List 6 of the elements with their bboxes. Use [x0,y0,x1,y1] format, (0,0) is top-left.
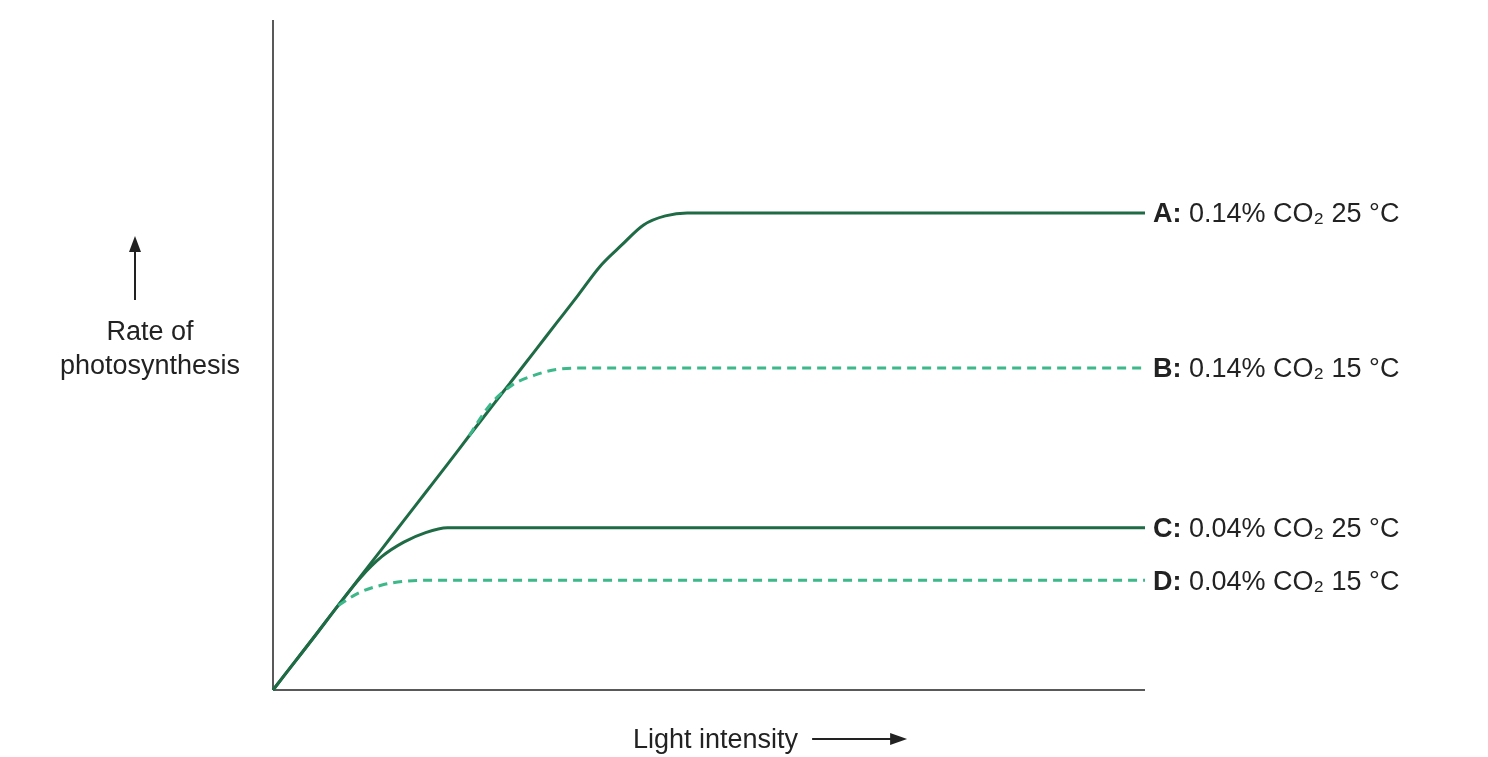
series-label: C: 0.04% CO₂ 25 °C [1153,513,1400,544]
y-axis-title: Rate of photosynthesis [59,316,241,380]
x-axis-title: Light intensity [633,724,799,754]
series-label: A: 0.14% CO₂ 25 °C [1153,198,1400,229]
series-label: B: 0.14% CO₂ 15 °C [1153,353,1400,384]
series-label: D: 0.04% CO₂ 15 °C [1153,565,1400,596]
